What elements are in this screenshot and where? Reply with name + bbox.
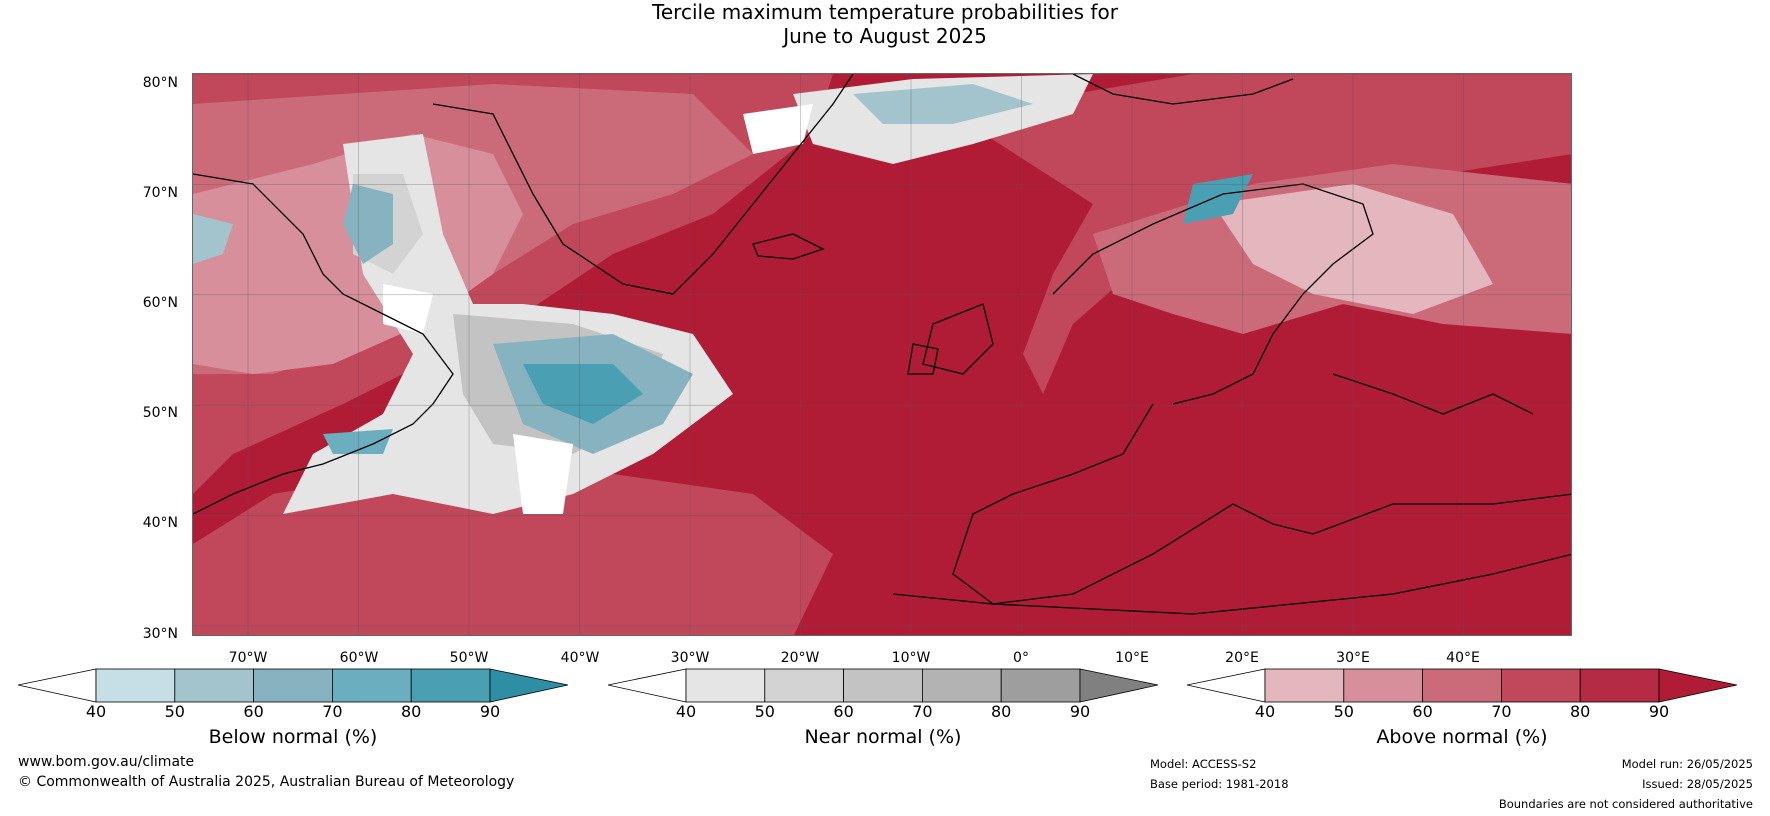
lat-label-40: 40°N	[142, 515, 178, 531]
lon-label-0: 0°	[1013, 650, 1029, 666]
title-line-1: Tercile maximum temperature probabilitie…	[652, 0, 1118, 24]
colorbar-tick-label: 50	[754, 702, 775, 721]
footer-disclaimer: Boundaries are not considered authoritat…	[1498, 797, 1753, 811]
colorbar-segment	[1000, 668, 1081, 703]
zone-north-mid-red	[953, 74, 1571, 394]
chart-title: Tercile maximum temperature probabilitie…	[0, 0, 1770, 48]
colorbar-tick-label: 40	[85, 702, 107, 721]
colorbar-right-extend	[1079, 668, 1158, 703]
colorbar-label-near: Near normal (%)	[804, 726, 962, 748]
lon-label-40e: 40°E	[1446, 650, 1480, 666]
colorbar-segment	[921, 668, 1002, 703]
zone-atlantic-south	[193, 464, 833, 635]
colorbar-above-normal	[1187, 668, 1737, 703]
lon-label-20w: 20°W	[780, 650, 820, 666]
lon-label-30w: 30°W	[670, 650, 710, 666]
colorbar-segment	[843, 668, 923, 703]
lat-label-70: 70°N	[142, 185, 178, 201]
map-canvas	[193, 74, 1571, 635]
colorbar-tick-label: 40	[1254, 702, 1276, 721]
lon-label-10e: 10°E	[1115, 650, 1149, 666]
coast-uk	[922, 303, 994, 375]
colorbar-segment	[174, 668, 255, 703]
colorbar-right-extend	[489, 668, 568, 703]
coast-scandinavia	[1052, 183, 1374, 405]
colorbar-tick-label: 70	[912, 702, 933, 721]
coastlines	[193, 74, 1571, 615]
colorbar-tick-label: 70	[322, 702, 343, 721]
coast-canada	[193, 173, 454, 515]
zone-baffin-below	[343, 184, 393, 264]
colorbar-segment	[764, 668, 845, 703]
coast-svalbard	[1072, 74, 1294, 105]
lon-label-10w: 10°W	[891, 650, 931, 666]
colorbar-tick-label: 80	[1570, 702, 1591, 721]
zone-white-patch-1	[513, 434, 573, 514]
zone-newfoundland-below	[323, 429, 393, 454]
colorbar-tick-label: 60	[833, 702, 854, 721]
colorbar-tick-label: 90	[1069, 702, 1091, 721]
coast-ireland	[907, 343, 939, 375]
colorbar-segment	[1343, 668, 1424, 703]
colorbar-label-below: Below normal (%)	[208, 726, 378, 748]
colorbar-tick-label: 60	[1412, 702, 1433, 721]
colorbar-segment	[685, 668, 766, 703]
colorbar-left-extend	[1187, 668, 1266, 703]
lon-label-40w: 40°W	[560, 650, 600, 666]
footer-model-run: Model run: 26/05/2025	[1621, 757, 1753, 771]
colorbar-segment	[1264, 668, 1345, 703]
colorbar-below-normal	[18, 668, 568, 703]
colorbar-segment	[410, 668, 491, 703]
coast-iceland	[752, 233, 825, 260]
colorbar-tick-label: 60	[243, 702, 264, 721]
zone-canada-below	[193, 214, 233, 264]
colorbar-left-extend	[18, 668, 97, 703]
lat-label-80: 80°N	[142, 75, 178, 91]
colorbar-segment	[1500, 668, 1581, 703]
colorbar-near-normal	[608, 668, 1158, 703]
colorbar-tick-label: 90	[1648, 702, 1670, 721]
lon-label-60w: 60°W	[339, 650, 379, 666]
colorbar-segment	[95, 668, 176, 703]
zone-atlantic-below-core	[523, 364, 643, 424]
colorbar-segment	[1422, 668, 1502, 703]
colorbar-label-above: Above normal (%)	[1376, 726, 1548, 748]
colorbar-tick-label: 50	[1333, 702, 1354, 721]
colorbar-left-extend	[608, 668, 687, 703]
lon-label-30e: 30°E	[1336, 650, 1370, 666]
colorbar-tick-label: 80	[991, 702, 1012, 721]
footer-issued: Issued: 28/05/2025	[1642, 777, 1753, 791]
colorbar-segment	[253, 668, 333, 703]
lat-label-60: 60°N	[142, 295, 178, 311]
lon-label-70w: 70°W	[228, 650, 268, 666]
lon-label-20e: 20°E	[1225, 650, 1259, 666]
gridlines	[193, 74, 1571, 635]
colorbar-tick-label: 80	[401, 702, 422, 721]
coast-europe	[952, 403, 1571, 605]
colorbar-tick-label: 90	[479, 702, 501, 721]
lat-label-50: 50°N	[142, 405, 178, 421]
footer-model: Model: ACCESS-S2	[1150, 757, 1257, 771]
lon-label-50w: 50°W	[449, 650, 489, 666]
footer-website: www.bom.gov.au/climate	[18, 754, 195, 770]
lat-label-30: 30°N	[142, 626, 178, 642]
footer-copyright: © Commonwealth of Australia 2025, Austra…	[18, 774, 515, 790]
colorbar-tick-label: 50	[164, 702, 185, 721]
colorbar-tick-label: 40	[675, 702, 697, 721]
colorbar-right-extend	[1658, 668, 1737, 703]
footer-base-period: Base period: 1981-2018	[1150, 777, 1289, 791]
zone-arctic-below	[853, 84, 1033, 124]
coast-north-africa	[892, 553, 1571, 615]
coast-black-sea	[1332, 373, 1534, 415]
colorbar-segment	[331, 668, 412, 703]
colorbar-tick-label: 70	[1491, 702, 1512, 721]
zone-white-patch-3	[383, 284, 433, 334]
title-line-2: June to August 2025	[783, 24, 987, 48]
coast-greenland	[432, 74, 854, 295]
probability-map	[192, 73, 1572, 636]
colorbar-segment	[1579, 668, 1660, 703]
zone-white-patch-2	[743, 104, 813, 154]
zone-norway-below	[1183, 174, 1253, 224]
